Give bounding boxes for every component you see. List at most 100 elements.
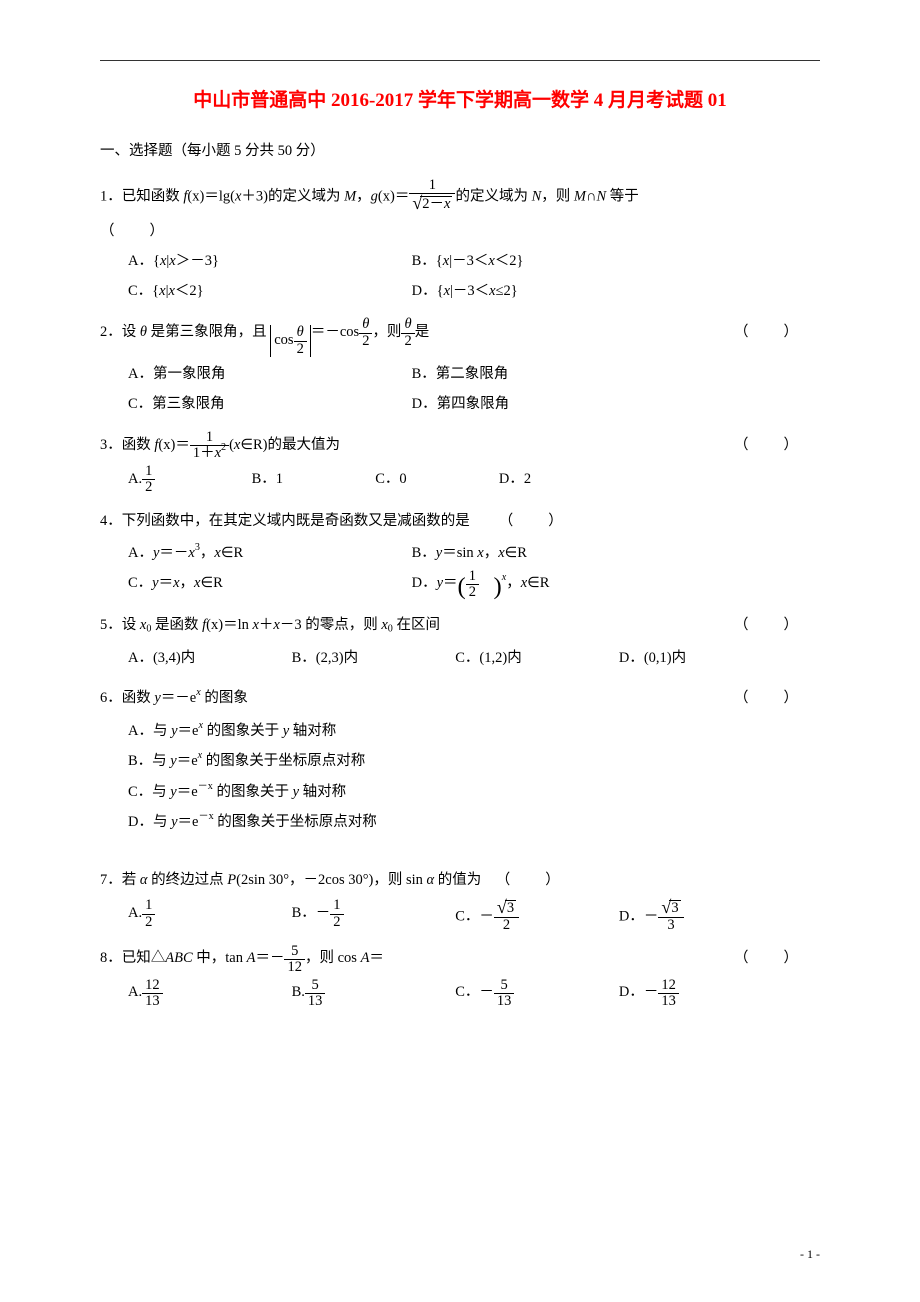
t: A．与	[128, 723, 171, 739]
t: 12	[142, 978, 163, 993]
t: 的图象关于坐标原点对称	[202, 753, 365, 769]
q7-opt-D: D．－√33	[619, 898, 779, 933]
t: ，	[484, 545, 499, 561]
q8-opts: A.1213 B.513 C．－513 D．－1213	[100, 977, 820, 1009]
t: 13	[658, 993, 679, 1009]
q1-c: ，	[356, 189, 371, 205]
t: ＝sin	[442, 545, 477, 561]
q4-opt-A: A．y＝－x3，x∈R	[128, 538, 408, 568]
q3-stem: 3．函数 f(x)＝11＋x2(x∈R)的最大值为 （ ）	[100, 430, 820, 462]
q1-den-x: x	[444, 196, 450, 212]
t: 2	[221, 442, 226, 453]
t: 2	[142, 914, 155, 930]
q2-c: ＝－cos	[311, 324, 359, 340]
t: ＋	[259, 617, 274, 633]
q7-opt-A: A.12	[128, 898, 288, 930]
t: ≤2}	[496, 283, 518, 299]
t: ＝	[159, 575, 174, 591]
t: ＝	[443, 575, 458, 591]
q5-opt-B: B．(2,3)内	[292, 643, 452, 673]
q2-num: 2．	[100, 324, 122, 340]
t: ＝e	[177, 753, 198, 769]
q6-opt-D: D．与 y＝e－x 的图象关于坐标原点对称	[100, 807, 820, 837]
t: D．	[412, 575, 437, 591]
t: ＞－3}	[176, 253, 219, 269]
q3-opts: A.12 B．1 C．0 D．2	[100, 464, 820, 496]
t: C．{	[128, 283, 159, 299]
q7-stem: 7．若 α 的终边过点 P(2sin 30°，－2cos 30°)，则 sin …	[100, 865, 820, 895]
q4-opts-row2: C．y＝x，x∈R D．y＝(12 )x，x∈R	[100, 568, 820, 600]
t: 在区间	[393, 617, 440, 633]
t: A.	[128, 471, 142, 487]
t: A．{	[128, 253, 160, 269]
q1-paren-line: （ ）	[100, 216, 820, 246]
q1-a: 已知函数	[122, 189, 184, 205]
t: 2	[466, 584, 479, 600]
q1-g: g	[371, 189, 378, 205]
q2-abs: cosθ2	[270, 325, 311, 356]
t: A.	[128, 905, 142, 921]
t: 设	[122, 617, 140, 633]
t: ∈R	[505, 545, 527, 561]
t: 是函数	[151, 617, 202, 633]
t: 2	[494, 917, 519, 933]
t: 轴对称	[299, 784, 346, 800]
q3-fx-arg: (x)	[158, 437, 175, 453]
q2-d: ，则	[372, 324, 401, 340]
q7-num: 7．	[100, 872, 122, 888]
t: (x)	[206, 617, 223, 633]
t: ＜2}	[495, 253, 524, 269]
t: ＝e	[178, 723, 199, 739]
t: 若	[122, 872, 140, 888]
t: 5	[284, 944, 305, 959]
q3-paren: （ ）	[734, 430, 800, 460]
q4-num: 4．	[100, 513, 122, 529]
t: α	[140, 872, 148, 888]
t: θ	[401, 317, 414, 332]
exam-page: 中山市普通高中 2016-2017 学年下学期高一数学 4 月月考试题 01 一…	[0, 0, 920, 1302]
q6-stem: 6．函数 y＝－ex 的图象 （ ）	[100, 683, 820, 713]
t: 3	[669, 900, 680, 916]
page-number: - 1 -	[800, 1247, 820, 1262]
t: ＝ln	[223, 617, 252, 633]
question-7: 7．若 α 的终边过点 P(2sin 30°，－2cos 30°)，则 sin …	[100, 865, 820, 933]
q1-h: ∩	[586, 189, 596, 205]
question-6: 6．函数 y＝－ex 的图象 （ ） A．与 y＝ex 的图象关于 y 轴对称 …	[100, 683, 820, 837]
t: 12	[284, 959, 305, 975]
q4-opt-C: C．y＝x，x∈R	[128, 568, 408, 598]
q1-opts-row2: C．{x|x＜2} D．{x|－3＜x≤2}	[100, 276, 820, 306]
q8-num: 8．	[100, 950, 122, 966]
t: |－3＜	[449, 253, 488, 269]
t: 1	[466, 569, 479, 584]
q1-M: M	[344, 189, 356, 205]
t: 的终边过点	[148, 872, 228, 888]
t: D．－	[619, 908, 658, 924]
t: C．	[128, 575, 152, 591]
q8-opt-A: A.1213	[128, 977, 288, 1009]
t: 已知△	[122, 950, 166, 966]
t: ＝e	[178, 814, 199, 830]
q1-stem: 1．已知函数 f(x)＝lg(x＋3)的定义域为 M，g(x)＝1√2－x的定义…	[100, 178, 820, 213]
q7-paren: （ ）	[496, 865, 562, 895]
t: 2	[330, 914, 343, 930]
q2-opt-A: A．第一象限角	[128, 359, 408, 389]
q8-opt-D: D．－1213	[619, 977, 779, 1009]
q4-paren: （ ）	[499, 506, 565, 536]
q4-opts-row1: A．y＝－x3，x∈R B．y＝sin x，x∈R	[100, 538, 820, 568]
t: θ	[359, 317, 372, 332]
q1-b: ＝lg(	[204, 189, 235, 205]
q1-gfrac-num: 1	[409, 178, 455, 193]
t: ，	[180, 575, 195, 591]
q3-a: 函数	[122, 437, 155, 453]
t: ，	[200, 545, 215, 561]
q1-num: 1．	[100, 189, 122, 205]
t: P	[227, 872, 236, 888]
top-rule	[100, 60, 820, 61]
t: ＝－e	[161, 690, 196, 706]
page-title: 中山市普通高中 2016-2017 学年下学期高一数学 4 月月考试题 01	[100, 85, 820, 112]
t: A.	[128, 984, 142, 1000]
t: (2sin 30°，－2cos 30°)，则 sin	[236, 872, 426, 888]
t: B．－	[292, 905, 331, 921]
t: θ	[294, 325, 307, 340]
q2-abs-cos: cos	[274, 333, 293, 349]
